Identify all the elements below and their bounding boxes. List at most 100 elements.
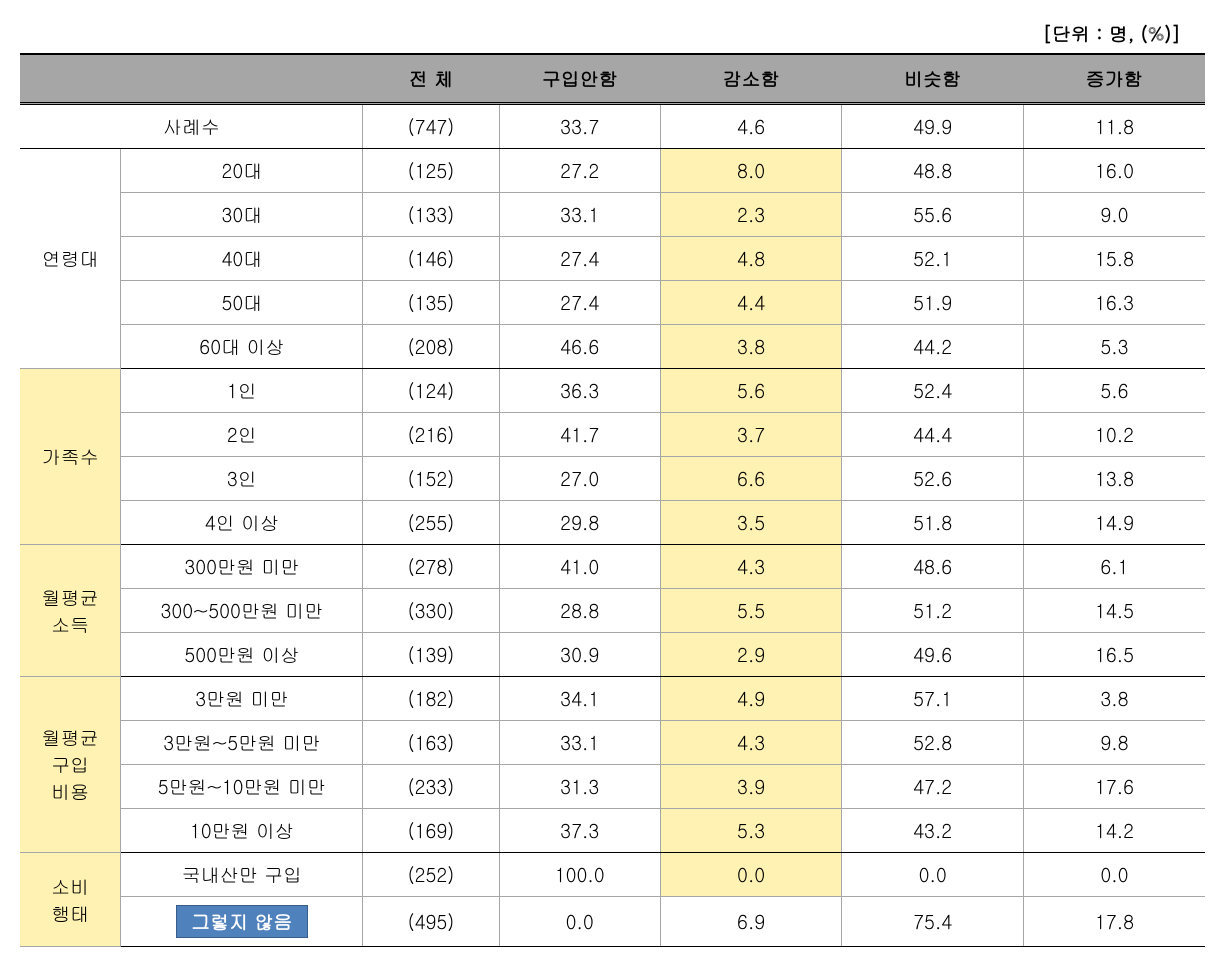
row-label: 60대 이상 xyxy=(121,325,363,369)
data-cell: 4.4 xyxy=(660,281,842,325)
row-label: 1인 xyxy=(121,369,363,413)
row-label: 10만원 이상 xyxy=(121,809,363,853)
data-cell: 4.3 xyxy=(660,721,842,765)
data-cell: (163) xyxy=(363,721,499,765)
data-cell: (252) xyxy=(363,853,499,897)
col-header: 전 체 xyxy=(363,54,499,104)
data-cell: 3.5 xyxy=(660,501,842,545)
data-cell: 3.8 xyxy=(1023,677,1205,721)
data-cell: 5.3 xyxy=(1023,325,1205,369)
data-cell: 34.1 xyxy=(499,677,660,721)
table-row: 300~500만원 미만(330)28.85.551.214.5 xyxy=(20,589,1205,633)
data-cell: 10.2 xyxy=(1023,413,1205,457)
col-header: 감소함 xyxy=(660,54,842,104)
data-cell: 14.5 xyxy=(1023,589,1205,633)
data-cell: (125) xyxy=(363,149,499,193)
data-cell: 6.9 xyxy=(660,897,842,947)
data-cell: 52.6 xyxy=(842,457,1024,501)
data-cell: 30.9 xyxy=(499,633,660,677)
row-label: 3인 xyxy=(121,457,363,501)
data-cell: 4.3 xyxy=(660,545,842,589)
row-label: 30대 xyxy=(121,193,363,237)
data-cell: (233) xyxy=(363,765,499,809)
data-cell: (135) xyxy=(363,281,499,325)
data-cell: (208) xyxy=(363,325,499,369)
data-cell: (255) xyxy=(363,501,499,545)
table-row: 10만원 이상(169)37.35.343.214.2 xyxy=(20,809,1205,853)
data-cell: 13.8 xyxy=(1023,457,1205,501)
table-row: 500만원 이상(139)30.92.949.616.5 xyxy=(20,633,1205,677)
data-cell: 100.0 xyxy=(499,853,660,897)
data-cell: 6.6 xyxy=(660,457,842,501)
data-cell: 15.8 xyxy=(1023,237,1205,281)
data-cell: 17.8 xyxy=(1023,897,1205,947)
data-cell: 43.2 xyxy=(842,809,1024,853)
data-cell: 3.8 xyxy=(660,325,842,369)
data-cell: 3.7 xyxy=(660,413,842,457)
data-cell: 51.8 xyxy=(842,501,1024,545)
table-row: 연령대20대(125)27.28.048.816.0 xyxy=(20,149,1205,193)
data-cell: 55.6 xyxy=(842,193,1024,237)
data-cell: 27.4 xyxy=(499,281,660,325)
summary-value: 33.7 xyxy=(499,104,660,149)
table-row: 60대 이상(208)46.63.844.25.3 xyxy=(20,325,1205,369)
row-label: 그렇지 않음 xyxy=(121,897,363,947)
summary-value: 49.9 xyxy=(842,104,1024,149)
data-cell: 0.0 xyxy=(842,853,1024,897)
row-label: 5만원~10만원 미만 xyxy=(121,765,363,809)
row-label: 3만원 미만 xyxy=(121,677,363,721)
row-label: 500만원 이상 xyxy=(121,633,363,677)
summary-value: (747) xyxy=(363,104,499,149)
row-label: 국내산만 구입 xyxy=(121,853,363,897)
data-cell: 17.6 xyxy=(1023,765,1205,809)
table-row: 가족수1인(124)36.35.652.45.6 xyxy=(20,369,1205,413)
data-cell: 16.3 xyxy=(1023,281,1205,325)
data-cell: (216) xyxy=(363,413,499,457)
data-cell: 44.4 xyxy=(842,413,1024,457)
row-label: 20대 xyxy=(121,149,363,193)
data-cell: (139) xyxy=(363,633,499,677)
data-cell: 46.6 xyxy=(499,325,660,369)
data-cell: 52.1 xyxy=(842,237,1024,281)
data-cell: 49.6 xyxy=(842,633,1024,677)
data-cell: 27.0 xyxy=(499,457,660,501)
data-cell: 8.0 xyxy=(660,149,842,193)
data-cell: (124) xyxy=(363,369,499,413)
data-cell: 3.9 xyxy=(660,765,842,809)
data-cell: 14.9 xyxy=(1023,501,1205,545)
data-cell: 44.2 xyxy=(842,325,1024,369)
data-cell: 31.3 xyxy=(499,765,660,809)
table-row: 5만원~10만원 미만(233)31.33.947.217.6 xyxy=(20,765,1205,809)
header-blank xyxy=(20,54,363,104)
data-cell: 52.4 xyxy=(842,369,1024,413)
col-header: 증가함 xyxy=(1023,54,1205,104)
header-row: 전 체 구입안함 감소함 비슷함 증가함 xyxy=(20,54,1205,104)
highlighted-label: 그렇지 않음 xyxy=(176,905,307,938)
data-cell: 29.8 xyxy=(499,501,660,545)
data-cell: 75.4 xyxy=(842,897,1024,947)
data-cell: 9.0 xyxy=(1023,193,1205,237)
group-header: 연령대 xyxy=(20,149,121,369)
table-row: 4인 이상(255)29.83.551.814.9 xyxy=(20,501,1205,545)
data-cell: 9.8 xyxy=(1023,721,1205,765)
data-cell: (169) xyxy=(363,809,499,853)
table-row: 그렇지 않음(495)0.06.975.417.8 xyxy=(20,897,1205,947)
data-cell: 16.5 xyxy=(1023,633,1205,677)
group-header: 소비행태 xyxy=(20,853,121,947)
table-row: 월평균구입비용3만원 미만(182)34.14.957.13.8 xyxy=(20,677,1205,721)
data-cell: (146) xyxy=(363,237,499,281)
table-row: 월평균소득300만원 미만(278)41.04.348.66.1 xyxy=(20,545,1205,589)
table-row: 소비행태국내산만 구입(252)100.00.00.00.0 xyxy=(20,853,1205,897)
data-cell: 57.1 xyxy=(842,677,1024,721)
data-cell: 0.0 xyxy=(499,897,660,947)
data-cell: 16.0 xyxy=(1023,149,1205,193)
data-cell: (278) xyxy=(363,545,499,589)
table-row: 2인(216)41.73.744.410.2 xyxy=(20,413,1205,457)
data-cell: 27.2 xyxy=(499,149,660,193)
data-table: 전 체 구입안함 감소함 비슷함 증가함 사례수(747)33.74.649.9… xyxy=(20,53,1205,947)
data-cell: 2.9 xyxy=(660,633,842,677)
data-cell: 5.6 xyxy=(1023,369,1205,413)
table-row: 40대(146)27.44.852.115.8 xyxy=(20,237,1205,281)
data-cell: 2.3 xyxy=(660,193,842,237)
summary-row: 사례수(747)33.74.649.911.8 xyxy=(20,104,1205,149)
